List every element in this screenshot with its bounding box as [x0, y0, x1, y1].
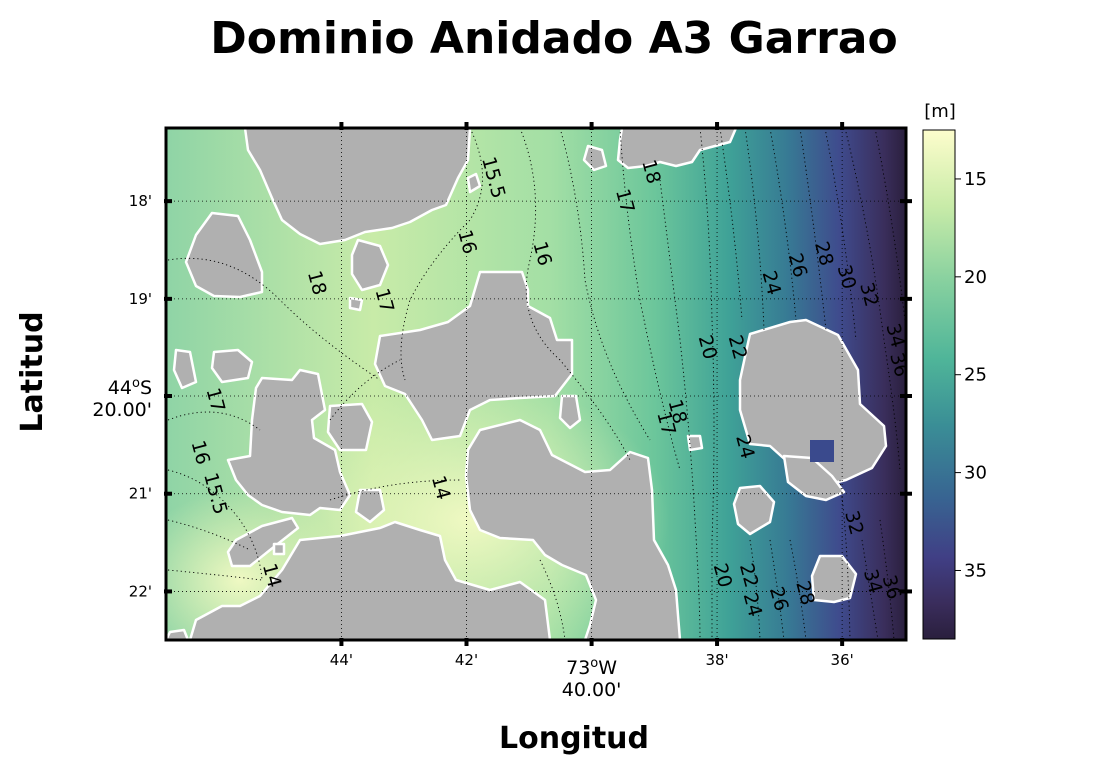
landmass-north: [243, 128, 472, 246]
colorbar-tick-label: 30: [964, 463, 987, 484]
landmass-small: [466, 172, 482, 194]
chart-title: Dominio Anidado A3 Garrao: [210, 13, 897, 64]
landmass-small: [348, 296, 364, 312]
landmass-south-west: [188, 520, 552, 640]
colorbar-tick-label: 25: [964, 365, 987, 386]
x-tick-label: 44': [330, 651, 353, 669]
landmass-central: [373, 270, 574, 442]
x-tick-label: 73oW 40.00': [562, 656, 622, 701]
landmass-small: [210, 348, 254, 384]
colorbar: [m] 15 20 25 30 35: [922, 101, 987, 640]
colorbar-tick-label: 20: [964, 267, 987, 288]
landmass-small: [326, 402, 374, 452]
x-axis-ticks: 44' 42' 73oW 40.00' 38' 36': [330, 122, 854, 701]
landmass-small: [350, 238, 390, 292]
y-tick-label: 21': [129, 485, 152, 503]
y-tick-label: 44oS 20.00': [92, 376, 152, 421]
landmass-small: [272, 542, 286, 556]
x-tick-label: 38': [705, 651, 728, 669]
landmass-small: [172, 348, 198, 390]
landmass-east-island: [738, 318, 888, 488]
landmass-north-east: [616, 128, 738, 170]
colorbar-ticks: 15 20 25 30 35: [955, 169, 987, 581]
contour-label: 36: [885, 350, 913, 379]
x-axis-label: Longitud: [499, 721, 649, 756]
landmass-small: [354, 488, 386, 524]
landmass-small: [686, 434, 704, 452]
deep-inlet: [810, 440, 834, 462]
colorbar-fill: [922, 129, 956, 640]
landmass-small: [226, 516, 300, 568]
landmass-nw-island: [184, 211, 264, 299]
landmass-west: [226, 368, 352, 517]
landmass-south-central: [464, 418, 682, 640]
colorbar-tick-label: 15: [964, 169, 987, 190]
landmass-small: [582, 144, 608, 172]
plot-frame: [164, 126, 908, 642]
y-axis-ticks: 18' 19' 44oS 20.00' 21' 22': [92, 192, 912, 600]
y-axis-label: Latitud: [15, 311, 50, 432]
landmass-small: [732, 484, 776, 536]
colorbar-unit-label: [m]: [924, 101, 956, 122]
y-tick-label: 19': [129, 290, 152, 308]
grid-lines: [166, 128, 906, 640]
y-tick-label: 22': [129, 582, 152, 600]
y-tick-label: 18': [129, 192, 152, 210]
colorbar-tick-label: 35: [964, 560, 987, 581]
x-tick-label: 36': [831, 651, 854, 669]
landmass-small: [558, 394, 582, 430]
x-tick-label: 42': [455, 651, 478, 669]
contour-lines: [167, 128, 906, 640]
land-masses: [166, 128, 888, 640]
